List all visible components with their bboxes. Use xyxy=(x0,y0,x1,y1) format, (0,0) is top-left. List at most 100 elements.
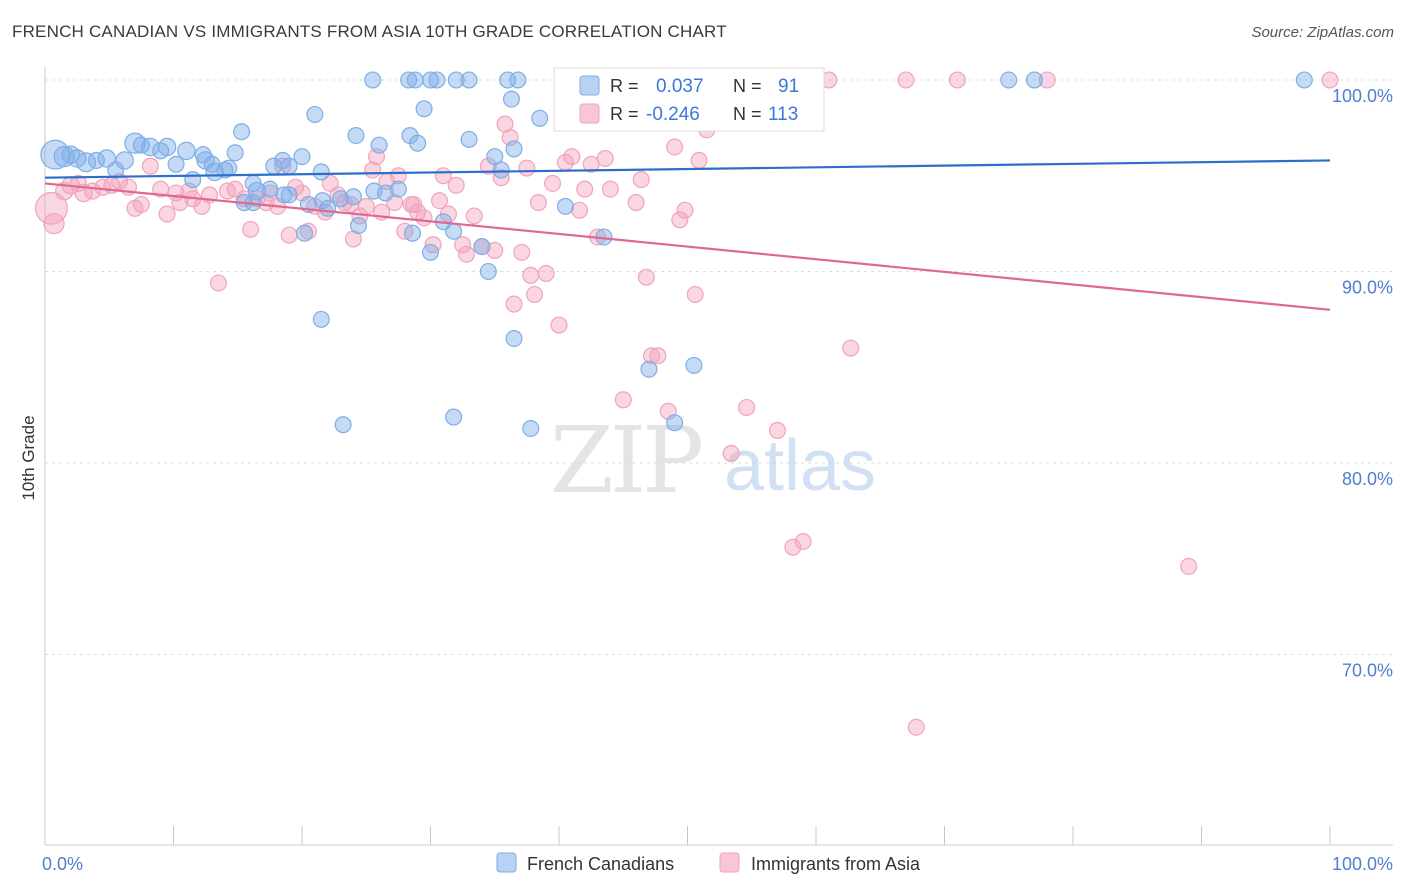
point-french-canadians xyxy=(314,192,332,210)
point-immigrants-from-asia xyxy=(479,157,497,175)
legend-r-label-french: R = xyxy=(610,76,639,96)
y-axis-label: 10th Grade xyxy=(19,415,38,500)
y-tick-label: 70.0% xyxy=(1342,661,1393,681)
axes xyxy=(44,67,1393,846)
point-immigrants-from-asia xyxy=(415,209,433,227)
point-french-canadians xyxy=(233,123,251,141)
point-immigrants-from-asia xyxy=(529,194,547,212)
legend-r-value-asia: -0.246 xyxy=(646,104,700,125)
trend-lines xyxy=(44,159,1331,311)
point-immigrants-from-asia xyxy=(447,176,465,194)
point-french-canadians xyxy=(226,144,244,162)
point-french-canadians xyxy=(280,186,298,204)
point-immigrants-from-asia xyxy=(768,421,786,439)
point-french-canadians xyxy=(403,224,422,242)
point-immigrants-from-asia xyxy=(643,347,661,365)
bottom-legend-label-asia: Immigrants from Asia xyxy=(751,854,921,874)
point-immigrants-from-asia xyxy=(1038,71,1056,89)
point-immigrants-from-asia xyxy=(518,159,536,177)
point-immigrants-from-asia xyxy=(242,220,260,238)
x-tick-label-max: 100.0% xyxy=(1332,854,1393,874)
point-immigrants-from-asia xyxy=(522,266,540,284)
chart-title: FRENCH CANADIAN VS IMMIGRANTS FROM ASIA … xyxy=(12,22,727,41)
point-immigrants-from-asia xyxy=(601,180,619,198)
series-legend: French Canadians Immigrants from Asia xyxy=(496,852,921,874)
point-immigrants-from-asia xyxy=(405,195,423,213)
point-french-canadians xyxy=(350,217,368,235)
y-tick-label: 100.0% xyxy=(1332,86,1393,106)
point-immigrants-from-asia xyxy=(690,151,708,169)
point-french-canadians xyxy=(247,181,267,201)
bottom-legend-swatch-asia xyxy=(719,852,740,873)
point-immigrants-from-asia xyxy=(563,148,581,166)
point-immigrants-from-asia xyxy=(576,180,594,198)
point-immigrants-from-asia xyxy=(948,71,966,89)
point-french-canadians xyxy=(1295,71,1313,89)
point-french-canadians xyxy=(344,188,362,206)
point-french-canadians xyxy=(505,140,523,158)
point-french-canadians xyxy=(306,105,324,123)
point-french-canadians xyxy=(421,243,440,261)
point-french-canadians xyxy=(505,330,523,348)
bottom-legend-label-french: French Canadians xyxy=(527,854,674,874)
point-immigrants-from-asia xyxy=(649,347,667,365)
point-immigrants-from-asia xyxy=(671,211,689,229)
point-french-canadians xyxy=(261,180,279,198)
point-french-canadians xyxy=(479,262,497,281)
point-french-canadians xyxy=(334,416,352,434)
point-immigrants-from-asia xyxy=(722,444,740,462)
point-immigrants-from-asia xyxy=(738,398,756,416)
point-immigrants-from-asia xyxy=(686,285,704,303)
point-french-canadians xyxy=(640,360,658,378)
point-french-canadians xyxy=(406,71,424,89)
source-credit: Source: ZipAtlas.com xyxy=(1251,24,1394,41)
series-immigrants-from-asia xyxy=(34,71,1339,736)
trend-line-french-canadians xyxy=(44,159,1331,179)
point-immigrants-from-asia xyxy=(505,295,523,313)
point-french-canadians xyxy=(184,171,202,189)
point-french-canadians xyxy=(332,190,350,208)
point-french-canadians xyxy=(1000,71,1018,89)
point-immigrants-from-asia xyxy=(596,149,614,168)
point-french-canadians xyxy=(460,71,478,89)
point-french-canadians xyxy=(522,420,540,438)
point-french-canadians xyxy=(502,90,520,108)
point-immigrants-from-asia xyxy=(430,192,449,210)
point-immigrants-from-asia xyxy=(526,285,544,303)
correlation-legend: R = 0.037 N = 91 R = -0.246 N = 113 xyxy=(553,67,825,132)
point-french-canadians xyxy=(293,148,311,166)
point-french-canadians xyxy=(428,71,446,89)
watermark-zip: ZIP xyxy=(550,407,701,514)
point-french-canadians xyxy=(275,186,293,204)
point-french-canadians xyxy=(124,132,146,154)
point-immigrants-from-asia xyxy=(907,718,925,736)
point-french-canadians xyxy=(177,141,196,161)
point-immigrants-from-asia xyxy=(465,207,483,225)
legend-n-label-asia: N = xyxy=(733,104,762,124)
point-french-canadians xyxy=(167,155,185,173)
x-tick-label-min: 0.0% xyxy=(42,854,83,874)
point-immigrants-from-asia xyxy=(158,205,176,223)
point-french-canadians xyxy=(445,408,463,426)
point-immigrants-from-asia xyxy=(209,274,227,292)
point-french-canadians xyxy=(492,161,510,179)
point-french-canadians xyxy=(312,310,330,328)
point-immigrants-from-asia xyxy=(676,201,694,219)
point-immigrants-from-asia xyxy=(544,174,562,192)
point-french-canadians xyxy=(509,71,527,89)
legend-r-label-asia: R = xyxy=(610,104,639,124)
point-immigrants-from-asia xyxy=(550,316,568,334)
point-immigrants-from-asia xyxy=(666,138,684,156)
point-immigrants-from-asia xyxy=(486,241,504,259)
point-immigrants-from-asia xyxy=(842,339,860,357)
point-french-canadians xyxy=(370,136,388,154)
point-immigrants-from-asia xyxy=(457,245,475,263)
point-french-canadians xyxy=(220,159,238,177)
legend-r-value-french: 0.037 xyxy=(656,76,704,97)
point-french-canadians xyxy=(473,238,491,256)
point-french-canadians xyxy=(364,71,382,89)
y-tick-label: 80.0% xyxy=(1342,469,1393,489)
point-french-canadians xyxy=(447,71,465,89)
point-french-canadians xyxy=(685,356,703,374)
